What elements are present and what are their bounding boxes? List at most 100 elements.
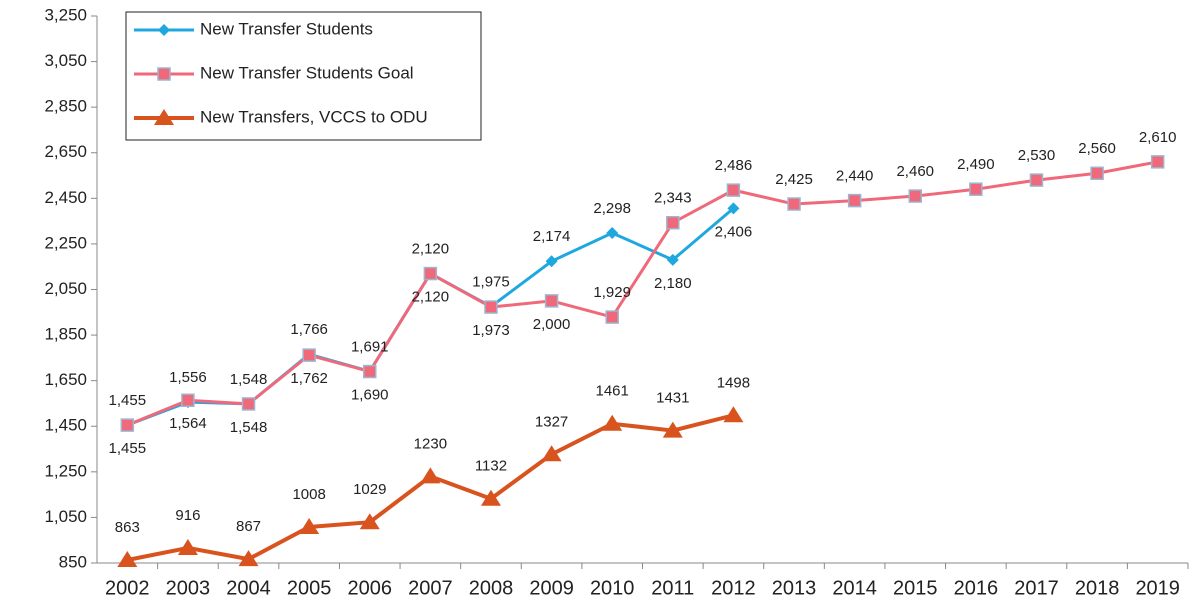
x-tick-label: 2019 bbox=[1135, 577, 1180, 599]
marker bbox=[359, 513, 380, 530]
marker bbox=[177, 538, 198, 555]
y-tick-label: 1,450 bbox=[44, 416, 87, 435]
marker bbox=[545, 255, 558, 268]
x-tick-label: 2016 bbox=[954, 577, 999, 599]
data-label: 1327 bbox=[535, 413, 568, 430]
data-label: 1,973 bbox=[472, 322, 510, 339]
data-label: 2,174 bbox=[533, 228, 571, 245]
marker bbox=[666, 215, 680, 230]
x-tick-label: 2005 bbox=[287, 577, 332, 599]
data-label: 1230 bbox=[414, 435, 447, 452]
marker bbox=[1150, 155, 1165, 169]
marker bbox=[238, 550, 259, 567]
data-label: 1461 bbox=[596, 383, 629, 400]
y-tick-label: 3,250 bbox=[44, 5, 87, 24]
x-tick-label: 2011 bbox=[651, 577, 694, 599]
data-label: 2,425 bbox=[775, 171, 813, 188]
y-tick-label: 1,850 bbox=[44, 325, 87, 344]
marker bbox=[157, 67, 171, 81]
x-tick-label: 2003 bbox=[166, 577, 211, 599]
x-tick-label: 2013 bbox=[772, 577, 817, 599]
marker bbox=[723, 406, 744, 423]
x-tick-label: 2008 bbox=[469, 577, 514, 599]
marker bbox=[727, 202, 740, 215]
marker bbox=[666, 253, 679, 266]
data-label: 2,440 bbox=[836, 168, 874, 185]
data-label: 2,120 bbox=[412, 241, 450, 258]
data-label: 1,762 bbox=[290, 370, 328, 387]
marker bbox=[117, 551, 138, 568]
marker bbox=[969, 182, 983, 196]
marker bbox=[480, 489, 501, 506]
data-label: 2,486 bbox=[715, 157, 753, 174]
y-tick-label: 2,050 bbox=[44, 279, 87, 298]
legend-label: New Transfer Students Goal bbox=[200, 63, 414, 82]
y-tick-label: 3,050 bbox=[44, 51, 87, 70]
marker bbox=[158, 24, 170, 36]
data-label: 1,556 bbox=[169, 369, 207, 386]
legend: New Transfer Students New Transfer Studen… bbox=[125, 11, 482, 141]
data-label: 1008 bbox=[292, 486, 325, 503]
data-label: 863 bbox=[115, 519, 140, 536]
data-label: 1,766 bbox=[290, 321, 328, 338]
x-tick-label: 2010 bbox=[590, 577, 635, 599]
legend-label: New Transfers, VCCS to ODU bbox=[200, 107, 428, 126]
marker bbox=[662, 421, 683, 438]
data-label: 1431 bbox=[656, 390, 689, 407]
data-label: 1,455 bbox=[109, 392, 147, 409]
data-label: 1,564 bbox=[169, 415, 207, 432]
data-label: 1,929 bbox=[593, 284, 631, 301]
marker bbox=[302, 348, 316, 362]
marker bbox=[423, 266, 438, 281]
series-line bbox=[126, 160, 1158, 427]
data-label: 2,490 bbox=[957, 156, 995, 173]
y-tick-label: 2,250 bbox=[44, 233, 87, 252]
marker bbox=[544, 294, 559, 308]
marker bbox=[541, 445, 562, 462]
y-tick-label: 1,650 bbox=[44, 370, 87, 389]
y-tick-label: 850 bbox=[59, 552, 87, 571]
marker bbox=[484, 300, 498, 314]
x-tick-label: 2002 bbox=[105, 577, 150, 599]
data-label: 2,460 bbox=[896, 163, 934, 180]
marker bbox=[726, 183, 741, 197]
x-tick-label: 2015 bbox=[893, 577, 938, 599]
data-label: 2,180 bbox=[654, 275, 692, 292]
x-tick-label: 2009 bbox=[529, 577, 574, 599]
data-label: 2,120 bbox=[412, 289, 450, 306]
marker bbox=[1029, 173, 1044, 187]
y-tick-label: 2,650 bbox=[44, 142, 87, 161]
data-label: 2,298 bbox=[593, 200, 631, 217]
y-tick-label: 1,250 bbox=[44, 461, 87, 480]
marker bbox=[908, 189, 922, 203]
y-tick-label: 2,850 bbox=[44, 97, 87, 116]
data-label: 2,610 bbox=[1139, 129, 1177, 146]
marker bbox=[787, 197, 801, 211]
data-label: 1,690 bbox=[351, 387, 389, 404]
data-label: 1,975 bbox=[472, 274, 510, 291]
data-label: 2,560 bbox=[1078, 140, 1116, 157]
marker bbox=[1090, 166, 1104, 181]
marker bbox=[181, 393, 195, 408]
x-tick-label: 2007 bbox=[408, 577, 453, 599]
marker bbox=[154, 109, 174, 125]
x-tick-label: 2012 bbox=[711, 577, 756, 599]
legend-label: New Transfer Students bbox=[200, 19, 373, 38]
x-tick-label: 2004 bbox=[226, 577, 271, 599]
x-tick-label: 2017 bbox=[1014, 577, 1059, 599]
data-label: 1132 bbox=[475, 458, 507, 475]
data-label: 1498 bbox=[717, 374, 750, 391]
data-label: 1,548 bbox=[230, 419, 268, 436]
x-tick-label: 2018 bbox=[1075, 577, 1120, 599]
marker bbox=[420, 467, 441, 484]
data-label: 2,530 bbox=[1018, 147, 1056, 164]
marker bbox=[363, 364, 377, 379]
y-tick-label: 1,050 bbox=[44, 507, 87, 526]
data-label: 1,691 bbox=[351, 338, 389, 355]
marker bbox=[606, 226, 619, 239]
marker bbox=[241, 397, 256, 411]
data-label: 2,000 bbox=[533, 316, 571, 333]
data-label: 1,548 bbox=[230, 371, 268, 388]
